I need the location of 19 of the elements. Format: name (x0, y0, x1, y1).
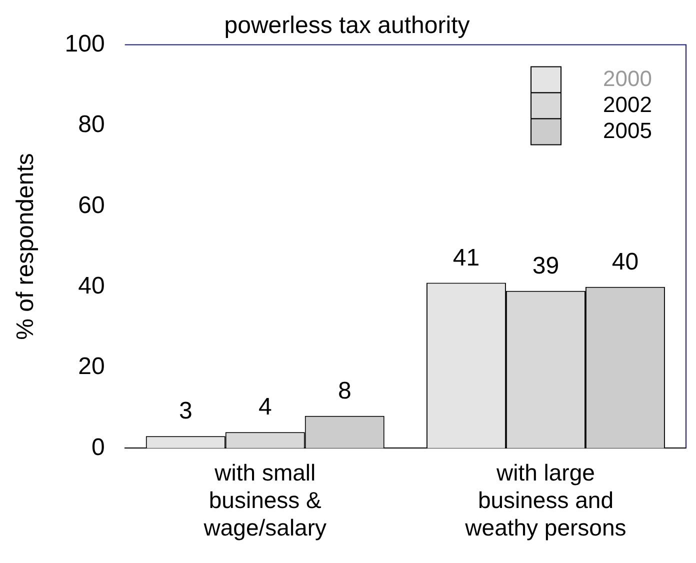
legend-label: 2000 (603, 66, 652, 91)
y-tick-label: 0 (91, 434, 105, 461)
x-tick-label: with small business & wage/salary (202, 459, 327, 541)
y-tick-label: 20 (78, 353, 105, 380)
y-axis-title: % of respondents (12, 153, 40, 340)
y-tick-label: 60 (78, 192, 105, 219)
x-tick-label: with large business and weathy persons (464, 459, 626, 541)
chart-title: powerless tax authority (224, 12, 470, 40)
data-label: 40 (612, 248, 639, 276)
data-label: 8 (338, 378, 352, 405)
data-label: 3 (178, 398, 192, 425)
legend-label: 2005 (603, 118, 652, 143)
data-label: 39 (532, 252, 560, 280)
y-tick-label: 80 (78, 111, 105, 138)
y-tick-label: 100 (64, 30, 105, 58)
legend-label: 2002 (603, 92, 652, 117)
data-label: 41 (452, 244, 480, 272)
y-tick-label: 40 (78, 272, 105, 300)
data-label: 4 (258, 394, 272, 421)
